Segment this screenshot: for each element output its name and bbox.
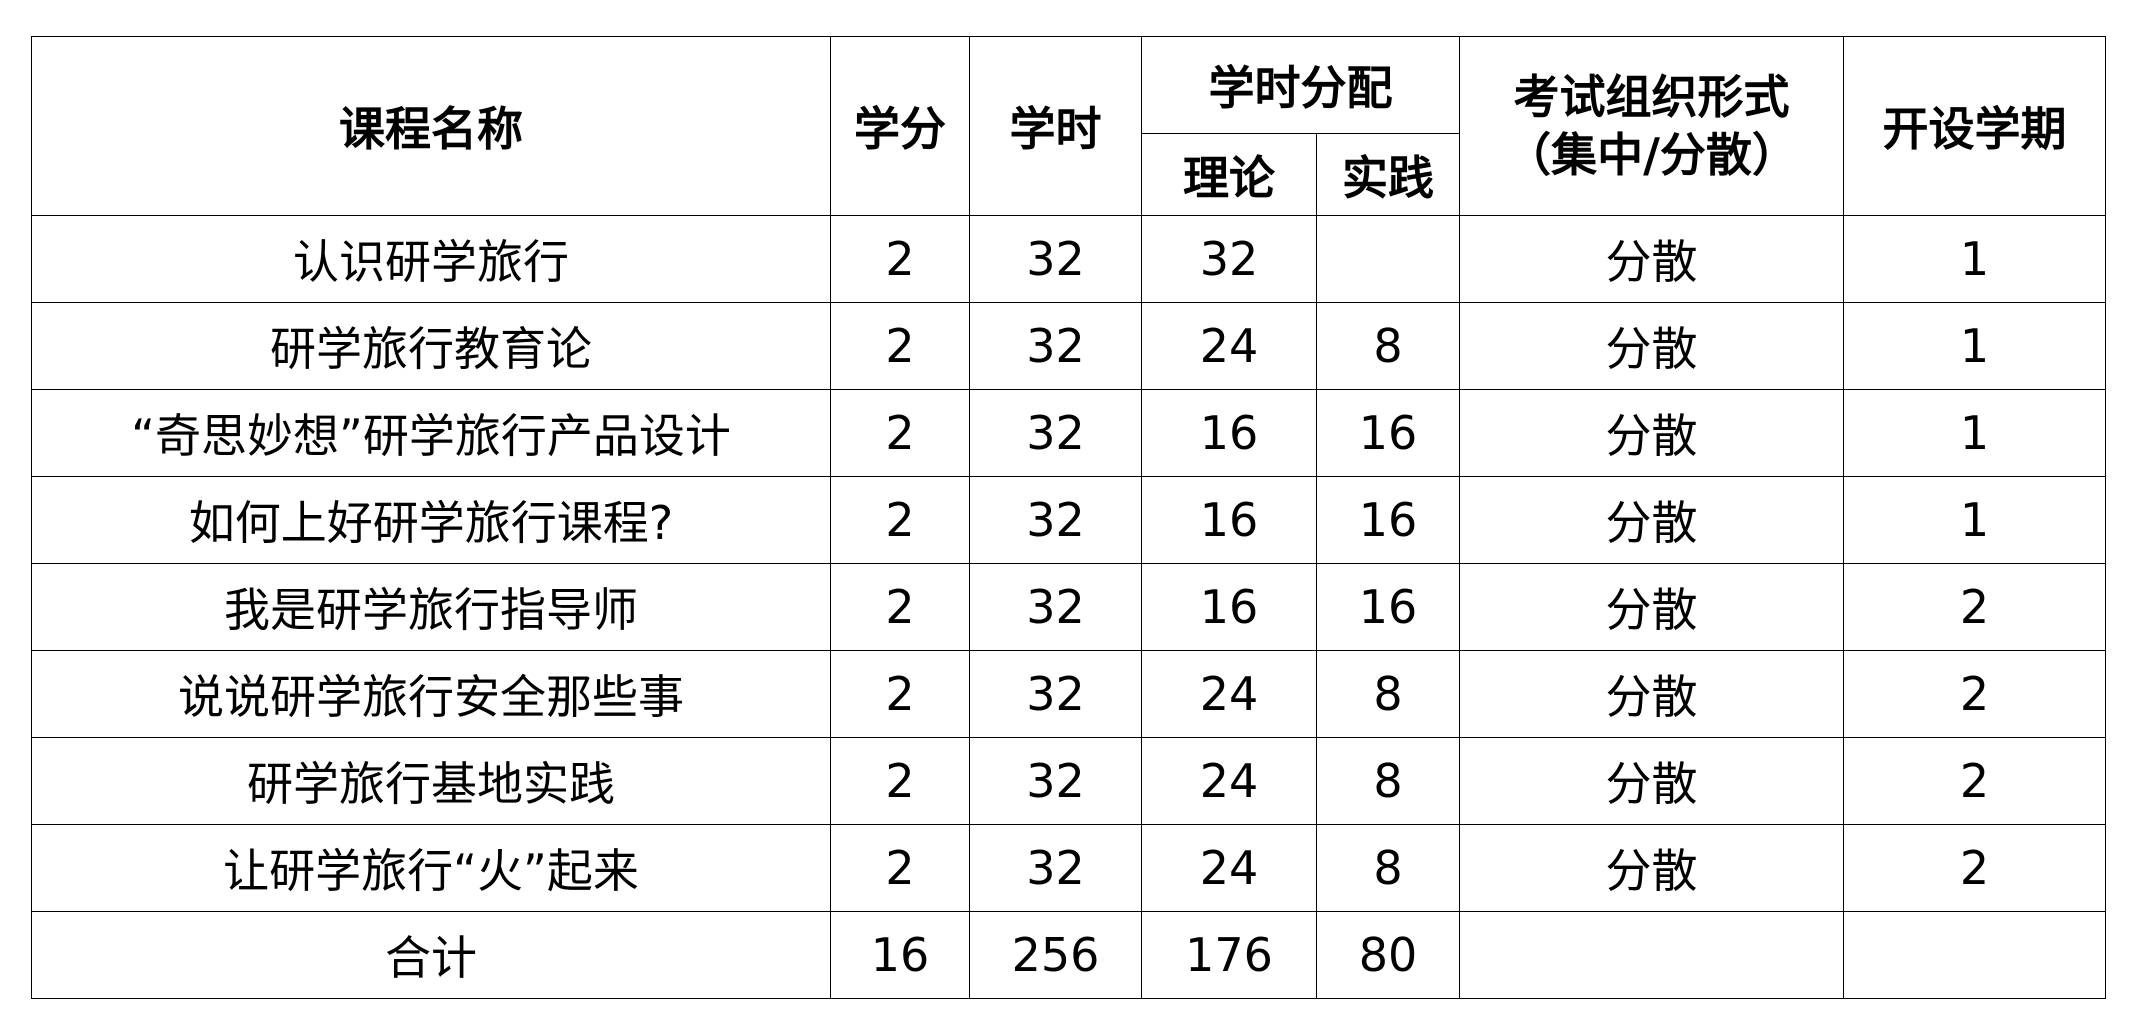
table-row: 让研学旅行“火”起来 2 32 24 8 分散 2	[31, 824, 2106, 912]
total-label: 合计	[31, 911, 831, 999]
cell-credits: 2	[830, 215, 970, 303]
table-row: 说说研学旅行安全那些事 2 32 24 8 分散 2	[31, 650, 2106, 738]
cell-credits: 2	[830, 563, 970, 651]
cell-exam: 分散	[1459, 476, 1844, 564]
cell-semester: 1	[1843, 215, 2106, 303]
total-semester	[1843, 911, 2106, 999]
cell-exam: 分散	[1459, 215, 1844, 303]
cell-name: 我是研学旅行指导师	[31, 563, 831, 651]
cell-semester: 2	[1843, 824, 2106, 912]
cell-theory: 16	[1141, 389, 1317, 477]
total-exam	[1459, 911, 1844, 999]
cell-hours: 32	[969, 302, 1142, 390]
cell-credits: 2	[830, 650, 970, 738]
header-semester: 开设学期	[1843, 36, 2106, 216]
cell-name: 让研学旅行“火”起来	[31, 824, 831, 912]
header-exam-form: 考试组织形式 （集中/分散）	[1459, 36, 1844, 216]
header-course-name: 课程名称	[31, 36, 831, 216]
cell-semester: 1	[1843, 476, 2106, 564]
table-row: 我是研学旅行指导师 2 32 16 16 分散 2	[31, 563, 2106, 651]
total-practice: 80	[1316, 911, 1460, 999]
table-row: 如何上好研学旅行课程? 2 32 16 16 分散 1	[31, 476, 2106, 564]
cell-exam: 分散	[1459, 389, 1844, 477]
cell-name: 如何上好研学旅行课程?	[31, 476, 831, 564]
cell-hours: 32	[969, 824, 1142, 912]
cell-semester: 2	[1843, 737, 2106, 825]
cell-practice: 16	[1316, 476, 1460, 564]
header-exam-form-line1: 考试组织形式	[1513, 70, 1790, 124]
cell-credits: 2	[830, 302, 970, 390]
cell-hours: 32	[969, 476, 1142, 564]
cell-practice: 16	[1316, 389, 1460, 477]
total-credits: 16	[830, 911, 970, 999]
header-subrow: 理论 实践	[32, 133, 2106, 216]
course-table: 课程名称 学分 学时 学时分配 考试组织形式 （集中/分散） 开设学期 理论 实…	[31, 36, 2106, 999]
cell-practice: 8	[1316, 302, 1460, 390]
cell-exam: 分散	[1459, 737, 1844, 825]
total-hours: 256	[969, 911, 1142, 999]
cell-semester: 2	[1843, 563, 2106, 651]
cell-name: “奇思妙想”研学旅行产品设计	[31, 389, 831, 477]
cell-semester: 1	[1843, 302, 2106, 390]
cell-practice: 8	[1316, 824, 1460, 912]
cell-exam: 分散	[1459, 824, 1844, 912]
cell-theory: 32	[1141, 215, 1317, 303]
cell-practice: 8	[1316, 650, 1460, 738]
cell-hours: 32	[969, 563, 1142, 651]
cell-theory: 24	[1141, 650, 1317, 738]
cell-credits: 2	[830, 389, 970, 477]
cell-name: 说说研学旅行安全那些事	[31, 650, 831, 738]
total-theory: 176	[1141, 911, 1317, 999]
cell-name: 认识研学旅行	[31, 215, 831, 303]
table-row: “奇思妙想”研学旅行产品设计 2 32 16 16 分散 1	[31, 389, 2106, 477]
cell-practice: 16	[1316, 563, 1460, 651]
total-row: 合计 16 256 176 80	[31, 911, 2106, 999]
table-row: 研学旅行教育论 2 32 24 8 分散 1	[31, 302, 2106, 390]
cell-exam: 分散	[1459, 563, 1844, 651]
cell-hours: 32	[969, 737, 1142, 825]
cell-theory: 24	[1141, 737, 1317, 825]
header-exam-form-line2: （集中/分散）	[1505, 128, 1798, 182]
cell-theory: 24	[1141, 824, 1317, 912]
cell-hours: 32	[969, 215, 1142, 303]
cell-semester: 2	[1843, 650, 2106, 738]
cell-practice	[1316, 215, 1460, 303]
cell-theory: 16	[1141, 563, 1317, 651]
header-theory: 理论	[1141, 133, 1317, 216]
header-row: 课程名称 学分 学时 学时分配 考试组织形式 （集中/分散） 开设学期	[31, 36, 2106, 216]
header-hours-distribution: 学时分配	[1141, 36, 1460, 134]
cell-name: 研学旅行教育论	[31, 302, 831, 390]
cell-hours: 32	[969, 650, 1142, 738]
cell-semester: 1	[1843, 389, 2106, 477]
table-row: 研学旅行基地实践 2 32 24 8 分散 2	[31, 737, 2106, 825]
cell-credits: 2	[830, 737, 970, 825]
cell-practice: 8	[1316, 737, 1460, 825]
cell-name: 研学旅行基地实践	[31, 737, 831, 825]
cell-theory: 24	[1141, 302, 1317, 390]
header-hours: 学时	[969, 36, 1142, 216]
header-practice: 实践	[1316, 133, 1460, 216]
header-credits: 学分	[830, 36, 970, 216]
cell-exam: 分散	[1459, 650, 1844, 738]
cell-credits: 2	[830, 824, 970, 912]
cell-credits: 2	[830, 476, 970, 564]
table-row: 认识研学旅行 2 32 32 分散 1	[31, 215, 2106, 303]
cell-exam: 分散	[1459, 302, 1844, 390]
cell-theory: 16	[1141, 476, 1317, 564]
cell-hours: 32	[969, 389, 1142, 477]
